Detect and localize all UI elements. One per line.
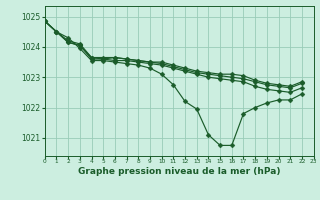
X-axis label: Graphe pression niveau de la mer (hPa): Graphe pression niveau de la mer (hPa) bbox=[78, 167, 280, 176]
